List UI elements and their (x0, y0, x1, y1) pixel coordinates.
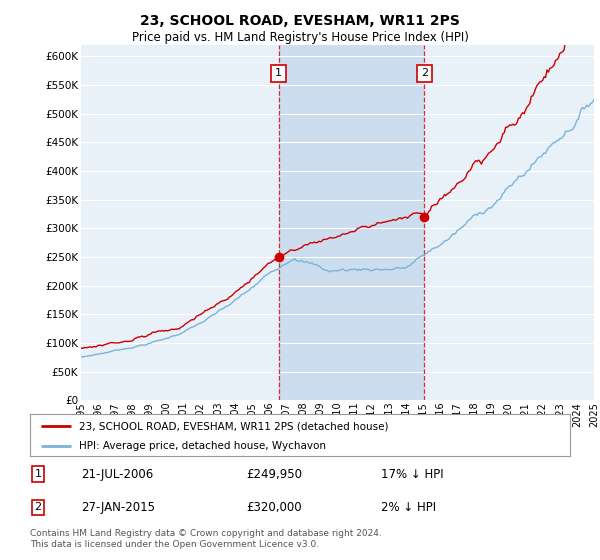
Text: 27-JAN-2015: 27-JAN-2015 (82, 501, 155, 514)
Text: 17% ↓ HPI: 17% ↓ HPI (381, 468, 443, 480)
Text: 2: 2 (421, 68, 428, 78)
Text: £249,950: £249,950 (246, 468, 302, 480)
Text: 2% ↓ HPI: 2% ↓ HPI (381, 501, 436, 514)
Bar (278, 45, 424, 400)
Text: 21-JUL-2006: 21-JUL-2006 (82, 468, 154, 480)
Text: Contains HM Land Registry data © Crown copyright and database right 2024.
This d: Contains HM Land Registry data © Crown c… (30, 529, 382, 549)
Text: 2: 2 (35, 502, 41, 512)
Text: HPI: Average price, detached house, Wychavon: HPI: Average price, detached house, Wych… (79, 441, 326, 451)
Text: 23, SCHOOL ROAD, EVESHAM, WR11 2PS (detached house): 23, SCHOOL ROAD, EVESHAM, WR11 2PS (deta… (79, 421, 388, 431)
Text: 23, SCHOOL ROAD, EVESHAM, WR11 2PS: 23, SCHOOL ROAD, EVESHAM, WR11 2PS (140, 14, 460, 28)
Text: 1: 1 (35, 469, 41, 479)
Text: Price paid vs. HM Land Registry's House Price Index (HPI): Price paid vs. HM Land Registry's House … (131, 31, 469, 44)
Text: 1: 1 (275, 68, 282, 78)
Text: £320,000: £320,000 (246, 501, 302, 514)
